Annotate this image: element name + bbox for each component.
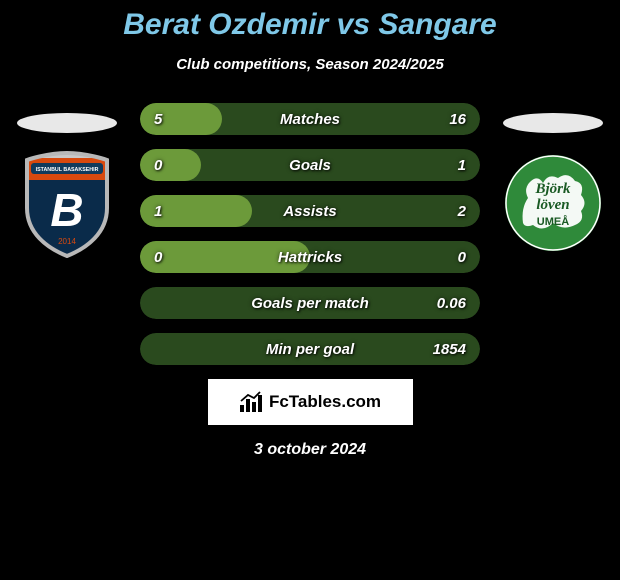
- left-player-col: ISTANBUL BASAKSEHIR B 2014: [12, 103, 122, 253]
- brand-footer: FcTables.com: [208, 379, 413, 425]
- fctables-logo-icon: [239, 391, 263, 413]
- stat-bar: 12Assists: [140, 195, 480, 227]
- stat-label: Matches: [140, 103, 480, 135]
- stat-bar: 516Matches: [140, 103, 480, 135]
- stat-label: Min per goal: [140, 333, 480, 365]
- stat-label: Goals per match: [140, 287, 480, 319]
- date-label: 3 october 2024: [0, 441, 620, 459]
- stat-bar: 01Goals: [140, 149, 480, 181]
- basaksehir-badge-icon: ISTANBUL BASAKSEHIR B 2014: [17, 148, 117, 258]
- stat-label: Assists: [140, 195, 480, 227]
- comparison-card: Berat Ozdemir vs Sangare Club competitio…: [0, 0, 620, 459]
- svg-text:löven: löven: [536, 197, 569, 213]
- stat-label: Hattricks: [140, 241, 480, 273]
- page-title: Berat Ozdemir vs Sangare: [0, 8, 620, 42]
- svg-text:B: B: [50, 184, 83, 236]
- stats-column: 516Matches 01Goals 12Assists 00Hattricks 0.0…: [140, 103, 480, 365]
- stat-bar: 1854Min per goal: [140, 333, 480, 365]
- svg-text:2014: 2014: [58, 237, 76, 246]
- bjorkloven-badge-icon: Björk löven UMEÅ: [503, 153, 603, 253]
- stat-bar: 00Hattricks: [140, 241, 480, 273]
- stat-label: Goals: [140, 149, 480, 181]
- right-club-badge: Björk löven UMEÅ: [503, 153, 603, 253]
- svg-text:ISTANBUL BASAKSEHIR: ISTANBUL BASAKSEHIR: [36, 167, 99, 173]
- left-player-ellipse: [17, 113, 117, 133]
- left-club-badge: ISTANBUL BASAKSEHIR B 2014: [17, 153, 117, 253]
- stat-bar: 0.06Goals per match: [140, 287, 480, 319]
- svg-text:Björk: Björk: [534, 181, 571, 197]
- right-player-col: Björk löven UMEÅ: [498, 103, 608, 253]
- right-player-ellipse: [503, 113, 603, 133]
- brand-name: FcTables.com: [269, 392, 381, 412]
- main-row: ISTANBUL BASAKSEHIR B 2014 516Matches 01G…: [0, 103, 620, 365]
- subtitle: Club competitions, Season 2024/2025: [0, 56, 620, 73]
- svg-text:UMEÅ: UMEÅ: [537, 215, 569, 228]
